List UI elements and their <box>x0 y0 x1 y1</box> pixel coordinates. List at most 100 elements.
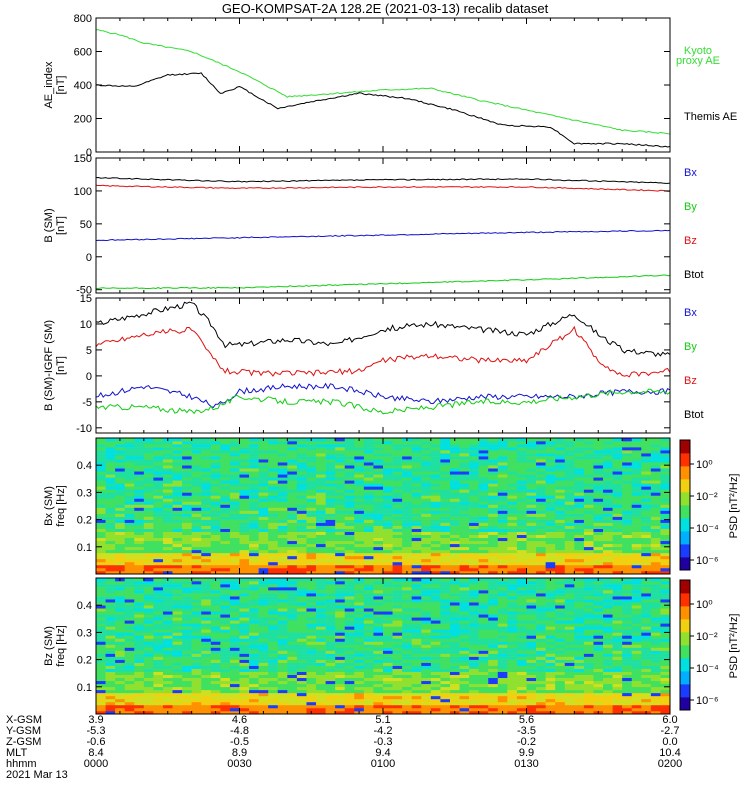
spectrogram-cell <box>201 695 212 700</box>
spectrogram-cell <box>268 555 279 560</box>
spectrogram-cell <box>172 567 183 572</box>
spectrogram-cell <box>344 668 355 672</box>
spectrogram-cell <box>191 486 202 490</box>
spectrogram-cell <box>335 477 346 481</box>
spectrogram-cell <box>564 540 575 545</box>
spectrogram-cell <box>392 474 403 478</box>
spectrogram-cell <box>363 459 374 463</box>
spectrogram-cell <box>268 707 279 712</box>
spectrogram-cell <box>105 549 116 554</box>
spectrogram-cell <box>363 704 374 709</box>
spectrogram-cell <box>536 474 546 478</box>
spectrogram-cell <box>220 561 231 566</box>
spectrogram-cell <box>296 704 307 709</box>
spectrogram-cell <box>363 477 374 481</box>
spectrogram-cell <box>507 668 518 672</box>
spectrogram-cell <box>631 462 642 466</box>
spectrogram-cell <box>488 629 499 633</box>
spectrogram-cell <box>268 617 279 621</box>
spectrogram-cell <box>182 489 192 493</box>
spectrogram-cell <box>545 564 556 569</box>
spectrogram-cell <box>363 513 374 517</box>
spectrogram-cell <box>545 546 556 551</box>
spectrogram-cell <box>631 528 642 532</box>
spectrogram-cell <box>612 447 623 451</box>
spectrogram-cell <box>392 605 403 609</box>
spectrogram-cell <box>124 620 135 624</box>
spectrogram-cell <box>430 644 441 648</box>
spectrogram-cell <box>268 587 279 591</box>
spectrogram-cell <box>363 528 374 532</box>
spectrogram-cell <box>622 537 633 542</box>
spectrogram-cell <box>469 522 479 526</box>
spectrogram-cell <box>641 543 652 548</box>
spectrogram-cell <box>354 656 365 660</box>
spectrogram-cell <box>134 677 145 682</box>
spectrogram-cell <box>306 602 317 606</box>
spectrogram-cell <box>268 710 279 715</box>
spectrogram-cell <box>507 498 518 502</box>
spectrogram-cell <box>631 537 642 542</box>
spectrogram-cell <box>172 507 183 511</box>
spectrogram-cell <box>191 683 202 688</box>
spectrogram-cell <box>306 587 317 591</box>
spectrogram-cell <box>392 617 403 621</box>
spectrogram-cell <box>421 632 432 636</box>
spectrogram-cell <box>191 462 202 466</box>
spectrogram-cell <box>459 522 470 526</box>
spectrogram-cell <box>641 471 652 475</box>
spectrogram-cell <box>258 644 269 648</box>
spectrogram-cell <box>555 537 566 542</box>
spectrogram-cell <box>201 689 212 694</box>
spectrogram-cell <box>526 438 537 442</box>
spectrogram-cell <box>497 632 508 636</box>
spectrogram-cell <box>402 581 412 585</box>
spectrogram-cell <box>411 525 422 529</box>
spectrogram-cell <box>469 468 479 472</box>
spectrogram-cell <box>354 441 365 445</box>
spectrogram-cell <box>335 504 346 508</box>
spectrogram-cell <box>287 656 298 660</box>
spectrogram-cell <box>430 707 441 712</box>
spectrogram-cell <box>239 614 250 618</box>
spectrogram-cell <box>430 501 441 505</box>
spectrogram-cell <box>459 674 470 679</box>
spectrogram-cell <box>96 674 106 679</box>
spectrogram-cell <box>287 471 298 475</box>
spectrogram-cell <box>335 635 346 639</box>
spectrogram-cell <box>603 522 613 526</box>
spectrogram-cell <box>220 510 231 514</box>
spectrogram-cell <box>258 611 269 615</box>
spectrogram-cell <box>660 552 671 557</box>
spectrogram-cell <box>134 477 145 481</box>
spectrogram-cell <box>220 558 231 563</box>
spectrogram-cell <box>402 480 412 484</box>
spectrogram-cell <box>344 656 355 660</box>
colorbar-tick-label: 10⁰ <box>696 459 713 471</box>
spectrogram-cell <box>134 558 145 563</box>
spectrogram-cell <box>287 549 298 554</box>
spectrogram-cell <box>411 656 422 660</box>
spectrogram-cell <box>488 599 499 603</box>
spectrogram-cell <box>363 674 374 679</box>
spectrogram-cell <box>268 462 279 466</box>
spectrogram-cell <box>478 510 489 514</box>
spectrogram-cell <box>507 617 518 621</box>
spectrogram-cell <box>172 704 183 709</box>
spectrogram-cell <box>612 486 623 490</box>
spectrogram-cell <box>162 701 173 706</box>
spectrogram-cell <box>469 531 479 536</box>
spectrogram-cell <box>383 534 393 539</box>
spectrogram-cell <box>316 593 326 597</box>
spectrogram-cell <box>229 710 240 715</box>
spectrogram-cell <box>201 543 212 548</box>
spectrogram-cell <box>258 653 269 657</box>
spectrogram-cell <box>182 552 192 557</box>
spectrogram-cell <box>430 611 441 615</box>
spectrogram-cell <box>344 453 355 457</box>
spectrogram-cell <box>650 567 661 572</box>
spectrogram-cell <box>96 531 106 536</box>
spectrogram-cell <box>249 555 259 560</box>
spectrogram-cell <box>622 552 633 557</box>
spectrogram-cell <box>459 483 470 487</box>
